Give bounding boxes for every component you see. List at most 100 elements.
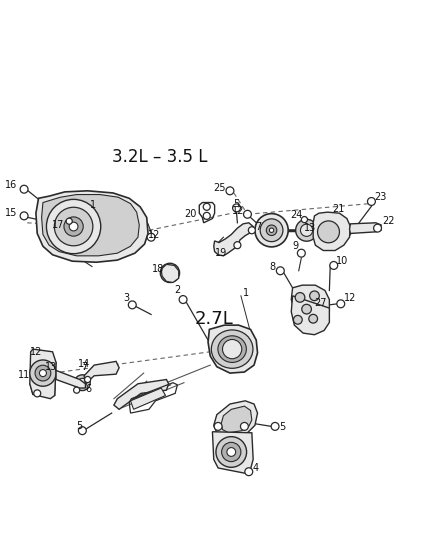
- Circle shape: [74, 387, 80, 393]
- Circle shape: [64, 217, 83, 236]
- Circle shape: [222, 442, 241, 462]
- Polygon shape: [350, 223, 381, 233]
- Circle shape: [54, 207, 93, 246]
- Circle shape: [300, 224, 313, 237]
- Text: 12: 12: [344, 294, 357, 303]
- Text: 10: 10: [336, 256, 349, 266]
- Circle shape: [74, 375, 90, 391]
- Circle shape: [269, 228, 274, 232]
- Circle shape: [160, 263, 180, 282]
- Circle shape: [203, 212, 210, 220]
- Circle shape: [69, 222, 78, 231]
- Text: 20: 20: [184, 209, 196, 219]
- Text: 15: 15: [5, 208, 18, 218]
- Circle shape: [266, 225, 277, 236]
- Text: 22: 22: [382, 216, 395, 226]
- Circle shape: [46, 199, 101, 254]
- Text: 21: 21: [332, 204, 344, 214]
- Text: 17: 17: [53, 220, 65, 230]
- Circle shape: [374, 224, 381, 232]
- Text: 8: 8: [270, 262, 276, 271]
- Text: 11: 11: [18, 370, 31, 379]
- Text: 7: 7: [256, 222, 262, 231]
- Circle shape: [255, 214, 288, 247]
- Circle shape: [227, 448, 236, 456]
- Circle shape: [203, 203, 210, 211]
- Circle shape: [337, 300, 345, 308]
- Circle shape: [30, 360, 56, 386]
- Text: 9: 9: [293, 241, 299, 251]
- Text: 12: 12: [148, 230, 160, 239]
- Circle shape: [78, 378, 87, 387]
- Text: 13: 13: [45, 362, 57, 372]
- Text: 16: 16: [5, 181, 18, 190]
- Text: 3: 3: [123, 294, 129, 303]
- Polygon shape: [64, 217, 78, 236]
- Polygon shape: [36, 191, 148, 262]
- Circle shape: [233, 204, 240, 212]
- Text: 6: 6: [86, 384, 92, 394]
- Circle shape: [20, 212, 28, 220]
- Circle shape: [301, 216, 307, 223]
- Ellipse shape: [218, 336, 246, 362]
- Circle shape: [128, 301, 136, 309]
- Polygon shape: [291, 296, 329, 335]
- Circle shape: [179, 296, 187, 303]
- Text: 5: 5: [76, 422, 82, 431]
- Polygon shape: [84, 361, 119, 384]
- Text: 12: 12: [232, 206, 244, 215]
- Polygon shape: [221, 406, 252, 433]
- Text: 2: 2: [174, 286, 180, 295]
- Text: 13: 13: [304, 223, 317, 233]
- Circle shape: [35, 365, 51, 381]
- Text: 25: 25: [213, 183, 226, 192]
- Circle shape: [271, 423, 279, 430]
- Circle shape: [260, 219, 283, 241]
- Circle shape: [295, 293, 305, 302]
- Circle shape: [302, 304, 311, 314]
- Circle shape: [293, 316, 302, 324]
- Circle shape: [245, 468, 253, 475]
- Circle shape: [367, 198, 375, 205]
- Text: 5: 5: [233, 199, 239, 208]
- Circle shape: [310, 291, 319, 301]
- Text: 7: 7: [81, 362, 88, 372]
- Circle shape: [34, 390, 41, 397]
- Polygon shape: [42, 195, 139, 256]
- Polygon shape: [56, 370, 85, 388]
- Circle shape: [330, 262, 338, 269]
- Circle shape: [244, 211, 251, 218]
- Circle shape: [240, 423, 248, 430]
- Circle shape: [165, 268, 175, 278]
- Circle shape: [309, 314, 318, 323]
- Text: 18: 18: [152, 264, 164, 274]
- Circle shape: [297, 249, 305, 257]
- Polygon shape: [214, 223, 253, 256]
- Circle shape: [226, 187, 234, 195]
- Circle shape: [248, 227, 255, 234]
- Text: 12: 12: [30, 347, 42, 357]
- Polygon shape: [208, 325, 258, 373]
- Ellipse shape: [211, 330, 253, 368]
- Polygon shape: [291, 285, 329, 324]
- Text: 1: 1: [90, 200, 96, 210]
- Text: 14: 14: [78, 359, 90, 368]
- Circle shape: [214, 423, 222, 430]
- Circle shape: [318, 221, 339, 243]
- Circle shape: [234, 241, 241, 249]
- Circle shape: [147, 233, 155, 241]
- Text: 2.7L: 2.7L: [195, 310, 233, 328]
- Circle shape: [78, 427, 86, 434]
- Circle shape: [39, 369, 46, 377]
- Circle shape: [296, 219, 318, 241]
- Polygon shape: [114, 379, 169, 409]
- Text: 4: 4: [253, 463, 259, 473]
- Text: 3.2L – 3.5 L: 3.2L – 3.5 L: [112, 148, 207, 166]
- Circle shape: [20, 185, 28, 193]
- Polygon shape: [313, 212, 350, 251]
- Text: 23: 23: [374, 192, 387, 202]
- Text: 19: 19: [215, 248, 227, 258]
- Polygon shape: [212, 432, 253, 473]
- Polygon shape: [161, 264, 179, 282]
- Text: 1: 1: [243, 288, 249, 298]
